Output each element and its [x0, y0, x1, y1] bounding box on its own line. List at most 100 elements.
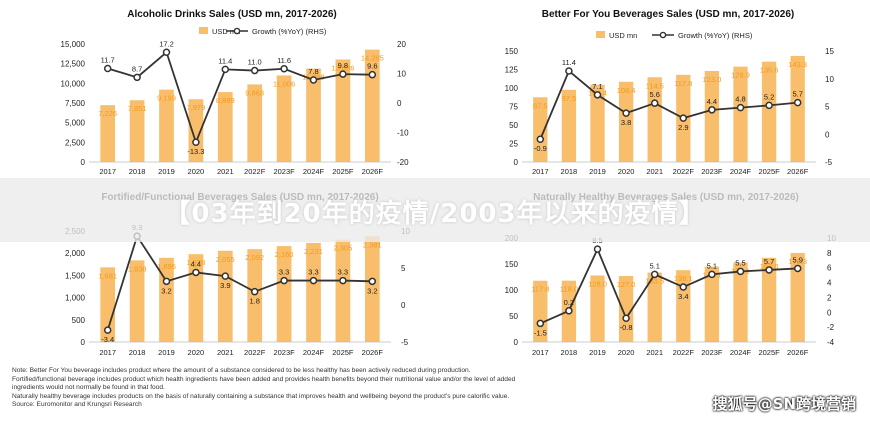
bar [618, 81, 634, 162]
growth-value-label: -13.3 [187, 147, 204, 156]
y-tick-label: 25 [509, 140, 518, 149]
x-tick-label: 2024F [730, 348, 752, 357]
x-tick-label: 2017 [532, 167, 549, 176]
bar-value-label: 2,305 [334, 244, 353, 253]
bar-value-label: 117.8 [531, 285, 549, 294]
growth-line [539, 246, 798, 325]
y-tick-label: 10,000 [61, 79, 86, 88]
growth-marker [103, 64, 112, 73]
x-tick-label: 2018 [561, 348, 578, 357]
bar-value-label: 2,160 [275, 250, 294, 259]
growth-value-label: 5.5 [735, 258, 745, 267]
growth-value-label: 11.0 [248, 58, 262, 67]
footnote-line: ingredients would not normally be found … [12, 384, 165, 392]
bar [188, 254, 204, 342]
bar [217, 250, 233, 342]
growth-marker [736, 267, 745, 276]
bar [647, 77, 662, 162]
growth-marker [368, 277, 377, 286]
x-tick-label: 2020 [618, 167, 635, 176]
bar-value-label: 13,036 [331, 63, 354, 72]
y2-tick-label: -2 [827, 323, 835, 332]
bar [704, 266, 720, 342]
y2-tick-label: 10 [825, 75, 834, 84]
growth-value-label: 11.4 [562, 58, 576, 67]
bar-value-label: 138.1 [674, 274, 693, 283]
growth-value-label: 3.2 [367, 286, 377, 295]
bar [188, 99, 204, 162]
growth-value-label: 3.9 [220, 281, 230, 290]
x-tick-label: 2018 [561, 167, 578, 176]
growth-marker [250, 66, 259, 75]
growth-value-label: 5.9 [792, 255, 802, 264]
bar [100, 105, 116, 162]
y2-tick-label: 10 [397, 70, 406, 79]
legend-label: USD mn [609, 31, 637, 40]
growth-value-label: 5.1 [649, 261, 659, 270]
x-tick-label: 2019 [158, 167, 175, 176]
chart-2: Better For You Beverages Sales (USD mn, … [505, 9, 835, 176]
growth-value-label: 8.7 [132, 64, 142, 73]
chart-title: Better For You Beverages Sales (USD mn, … [542, 9, 795, 20]
y-tick-label: 0 [81, 338, 86, 347]
y2-tick-label: 5 [401, 264, 406, 273]
x-tick-label: 2025F [758, 167, 780, 176]
growth-marker [650, 99, 659, 107]
growth-marker [162, 277, 171, 286]
growth-value-label: 3.2 [161, 286, 171, 295]
y-tick-label: 12,500 [61, 60, 86, 69]
footnote-line: Fortified/functional beverage includes p… [12, 375, 516, 383]
growth-marker [708, 106, 716, 114]
x-tick-label: 2025F [332, 167, 354, 176]
chart-title: Alcoholic Drinks Sales (USD mn, 2017-202… [127, 9, 337, 20]
y2-tick-label: 20 [397, 40, 406, 49]
y2-tick-label: 6 [827, 264, 832, 273]
x-tick-label: 2020 [618, 348, 635, 357]
growth-value-label: 5.1 [707, 261, 717, 270]
growth-marker [736, 103, 745, 112]
growth-marker [250, 287, 259, 296]
y-tick-label: 1,500 [65, 271, 86, 280]
growth-marker [622, 314, 630, 322]
legend-swatch-marker [659, 31, 667, 39]
bar-value-label: 128.0 [588, 279, 607, 288]
bar [129, 100, 145, 162]
growth-value-label: 11.4 [218, 56, 232, 65]
y2-tick-label: 0 [825, 130, 830, 139]
bar-value-label: 8,889 [216, 96, 235, 105]
bar [335, 239, 351, 342]
growth-value-label: -0.8 [620, 323, 633, 332]
growth-value-label: 9.8 [338, 61, 348, 70]
bar-value-label: 7,226 [98, 109, 117, 118]
x-tick-label: 2022F [673, 348, 695, 357]
x-tick-label: 2020 [188, 348, 205, 357]
growth-value-label: 11.7 [101, 55, 115, 64]
watermark: 搜狐号@SN跨境营销 [712, 395, 856, 413]
growth-value-label: 7.8 [308, 67, 318, 76]
footnotes: Note: Better For You beverage includes p… [12, 367, 652, 410]
growth-value-label: 17.2 [159, 39, 174, 48]
y2-tick-label: -5 [401, 338, 409, 347]
y-tick-label: 5,000 [65, 119, 86, 128]
growth-marker [536, 319, 545, 328]
growth-marker [565, 307, 573, 315]
bar-value-label: 7,979 [187, 103, 206, 112]
x-tick-label: 2018 [129, 348, 146, 357]
x-tick-label: 2024F [303, 348, 325, 357]
bar-value-label: 1,896 [157, 262, 176, 271]
footnote-line: Note: Better For You beverage includes p… [12, 367, 471, 374]
x-tick-label: 2021 [646, 167, 663, 176]
growth-marker [309, 76, 318, 84]
x-tick-label: 2019 [589, 348, 606, 357]
growth-marker [192, 138, 200, 146]
x-tick-label: 2021 [646, 348, 663, 357]
bar-value-label: 7,851 [128, 104, 147, 113]
bar [704, 70, 720, 162]
x-tick-label: 2017 [532, 348, 549, 357]
growth-value-label: 5.7 [764, 257, 774, 266]
y-tick-label: 0 [81, 158, 86, 167]
y2-tick-label: 2 [827, 293, 832, 302]
bar-value-label: 14,285 [361, 54, 384, 63]
growth-marker [339, 70, 347, 78]
x-tick-label: 2022F [673, 167, 695, 176]
